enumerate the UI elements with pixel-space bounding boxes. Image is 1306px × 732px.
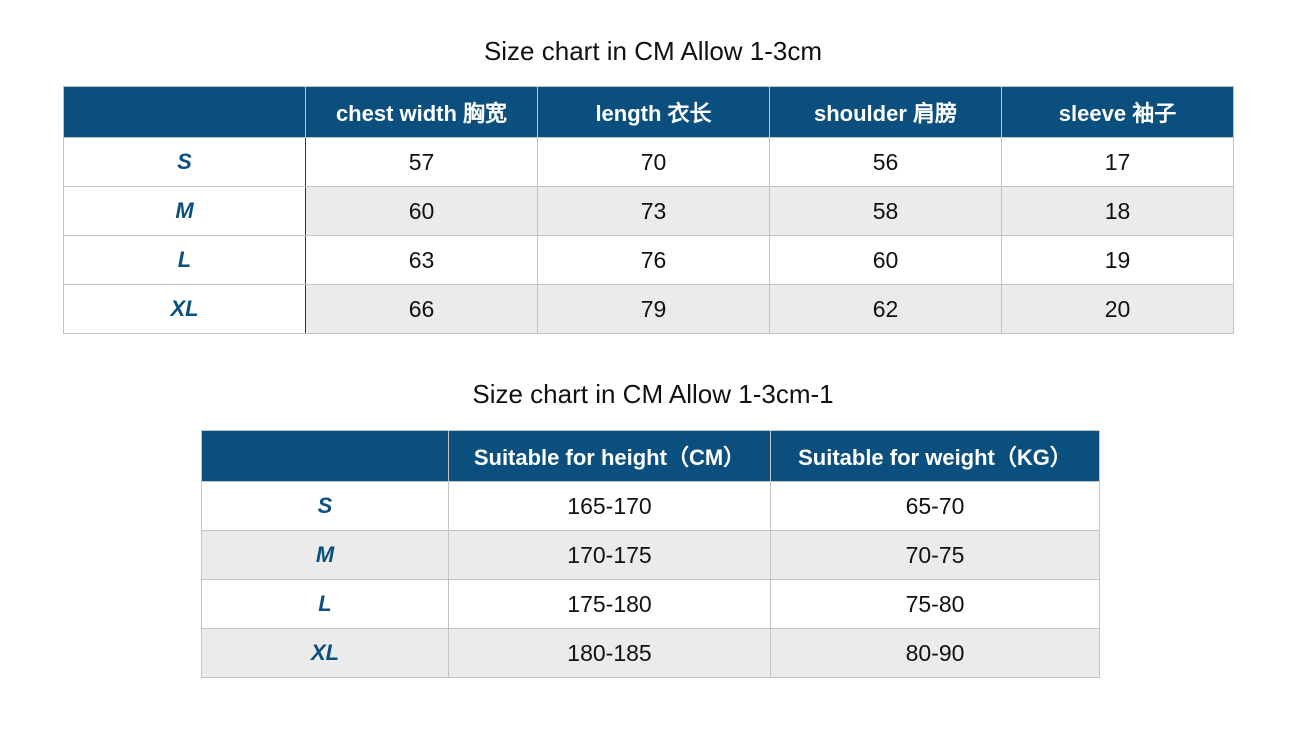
fit-chart-title: Size chart in CM Allow 1-3cm-1 (472, 379, 834, 409)
header-cell (63, 86, 306, 138)
header-row: Suitable for height（CM） Suitable for wei… (201, 430, 1100, 482)
value-cell: 62 (769, 284, 1002, 334)
value-cell: 79 (537, 284, 770, 334)
table-row: S 57 70 56 17 (63, 137, 1234, 187)
table-row: XL 180-185 80-90 (201, 628, 1100, 678)
header-sleeve: sleeve 袖子 (1001, 86, 1234, 138)
value-cell: 80-90 (770, 628, 1100, 678)
fit-chart-table: Suitable for height（CM） Suitable for wei… (201, 430, 1100, 678)
table-row: XL 66 79 62 20 (63, 284, 1234, 334)
size-label: L (63, 235, 306, 285)
size-label: S (63, 137, 306, 187)
value-cell: 70 (537, 137, 770, 187)
value-cell: 180-185 (448, 628, 771, 678)
value-cell: 66 (305, 284, 538, 334)
table-row: L 63 76 60 19 (63, 235, 1234, 285)
size-label: XL (63, 284, 306, 334)
value-cell: 17 (1001, 137, 1234, 187)
value-cell: 56 (769, 137, 1002, 187)
table-row: M 60 73 58 18 (63, 186, 1234, 236)
value-cell: 65-70 (770, 481, 1100, 531)
value-cell: 70-75 (770, 530, 1100, 580)
header-shoulder: shoulder 肩膀 (769, 86, 1002, 138)
value-cell: 175-180 (448, 579, 771, 629)
header-row: chest width 胸宽 length 衣长 shoulder 肩膀 sle… (63, 86, 1234, 138)
value-cell: 19 (1001, 235, 1234, 285)
table-row: L 175-180 75-80 (201, 579, 1100, 629)
size-chart-table: chest width 胸宽 length 衣长 shoulder 肩膀 sle… (63, 86, 1234, 334)
size-label: M (201, 530, 449, 580)
size-label: XL (201, 628, 449, 678)
value-cell: 57 (305, 137, 538, 187)
table-row: S 165-170 65-70 (201, 481, 1100, 531)
value-cell: 60 (305, 186, 538, 236)
size-label: L (201, 579, 449, 629)
value-cell: 60 (769, 235, 1002, 285)
size-label: M (63, 186, 306, 236)
value-cell: 18 (1001, 186, 1234, 236)
value-cell: 73 (537, 186, 770, 236)
size-chart-title: Size chart in CM Allow 1-3cm (483, 36, 823, 66)
value-cell: 75-80 (770, 579, 1100, 629)
header-length: length 衣长 (537, 86, 770, 138)
header-height: Suitable for height（CM） (448, 430, 771, 482)
value-cell: 63 (305, 235, 538, 285)
value-cell: 58 (769, 186, 1002, 236)
header-chest-width: chest width 胸宽 (305, 86, 538, 138)
header-weight: Suitable for weight（KG） (770, 430, 1100, 482)
value-cell: 165-170 (448, 481, 771, 531)
header-cell (201, 430, 449, 482)
size-label: S (201, 481, 449, 531)
value-cell: 170-175 (448, 530, 771, 580)
value-cell: 76 (537, 235, 770, 285)
table-row: M 170-175 70-75 (201, 530, 1100, 580)
value-cell: 20 (1001, 284, 1234, 334)
